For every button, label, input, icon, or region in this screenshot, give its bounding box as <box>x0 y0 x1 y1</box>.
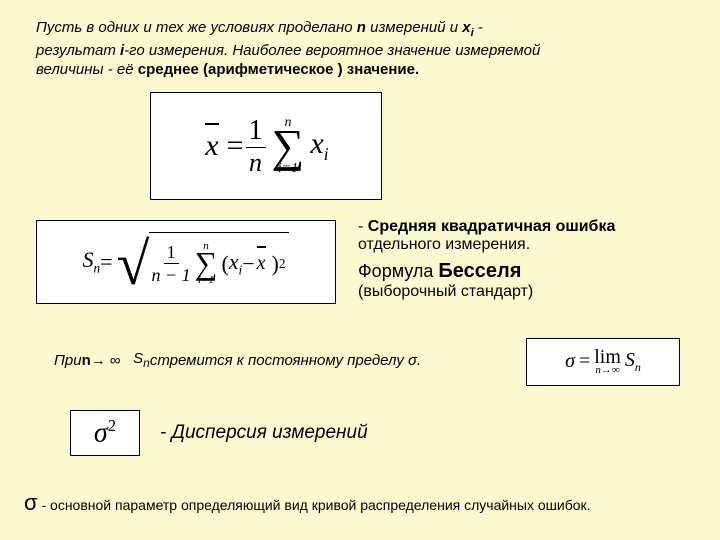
formula-bessel-content: Sn = √ 1 n − 1 n ∑ i=1 ( xi − <box>83 232 290 292</box>
bessel-text: - Средняя квадратичная ошибка отдельного… <box>358 218 670 301</box>
intro-t1b: измерений и <box>366 19 462 36</box>
bottom-t: основной параметр определяющий вид криво… <box>50 497 590 513</box>
limit-sn-s: S <box>133 350 143 367</box>
xbar: x <box>203 129 220 163</box>
formula-bessel: Sn = √ 1 n − 1 n ∑ i=1 ( xi − <box>36 220 336 304</box>
lim-eq: = <box>579 350 590 373</box>
frac-den: n <box>249 148 262 176</box>
minus: − <box>242 251 254 277</box>
xi2-x: x <box>229 249 239 274</box>
formula-sigma2: σ2 <box>70 410 140 456</box>
sum2: n ∑ i=1 <box>195 241 218 285</box>
sigma2-p: 2 <box>108 416 116 435</box>
lim-sigma: σ <box>565 350 575 373</box>
intro-x: x <box>462 19 470 36</box>
formula-mean-content: x = 1 n n ∑ i=1 xi <box>203 116 328 176</box>
intro-t3a: величины - её <box>36 61 138 78</box>
bessel-l1: Средняя квадратичная ошибка <box>368 218 616 235</box>
bottom-text: σ - основной параметр определяющий вид к… <box>24 490 591 516</box>
bessel-l1b: отдельного измерения. <box>358 236 530 253</box>
limit-n: n <box>82 352 91 369</box>
sn-n: n <box>94 261 101 276</box>
sum2-bot: i=1 <box>198 275 214 286</box>
sn-s: S <box>83 247 94 272</box>
sum-bot: i=1 <box>278 162 298 176</box>
sum-symbol: n ∑ i=1 <box>272 116 305 176</box>
lim-block: lim n→∞ <box>594 348 621 376</box>
frac2-num: 1 <box>164 243 179 264</box>
xbar2: x <box>255 252 268 275</box>
lim-under: n→∞ <box>595 366 619 376</box>
bessel-line1: - Средняя квадратичная ошибка отдельного… <box>358 218 670 254</box>
bottom-dash: - <box>41 497 50 513</box>
sigma2-s: σ <box>94 418 108 449</box>
intro-t2b: -го измерения. Наиболее вероятное значен… <box>124 42 540 59</box>
eq2: = <box>100 249 112 275</box>
bessel-line3: (выборочный стандарт) <box>358 283 670 301</box>
bessel-dash: - <box>358 218 368 235</box>
limit-tail: стремится к постоянному пределу σ. <box>150 352 421 369</box>
dispersion-row: σ2 - Дисперсия измерений <box>70 410 368 456</box>
xi: xi <box>310 127 328 165</box>
lim-sn-s: S <box>625 349 635 371</box>
limit-pri: При <box>54 352 82 369</box>
rparen: ) <box>272 251 279 277</box>
eq1: = <box>227 129 244 163</box>
lim-sn: Sn <box>625 349 641 375</box>
frac-1-n1: 1 n − 1 <box>151 243 190 284</box>
sqrt-sign: √ <box>117 234 150 294</box>
slide: Пусть в одних и тех же условиях проделан… <box>0 0 720 540</box>
limit-sn-n: n <box>143 356 150 370</box>
xi2: xi <box>229 249 242 278</box>
frac-num: 1 <box>246 117 266 148</box>
sqrt: √ 1 n − 1 n ∑ i=1 ( xi − x ) <box>117 232 290 292</box>
frac2-den: n − 1 <box>151 264 190 284</box>
bessel-line2: Формула Бесселя <box>358 260 670 283</box>
sn-lhs: Sn <box>83 247 101 276</box>
sum2-sig: ∑ <box>195 252 218 274</box>
limit-arrow: → ∞ <box>91 352 133 369</box>
intro-n: n <box>357 19 366 36</box>
intro-t1c: - <box>474 19 483 36</box>
intro-t1: Пусть в одних и тех же условиях проделан… <box>36 19 357 36</box>
sigma2-content: σ2 <box>94 416 116 449</box>
bessel-l2b: Бесселя <box>438 260 521 282</box>
intro-t2a: результат <box>36 42 120 59</box>
bessel-l2a: Формула <box>358 261 438 281</box>
formula-mean: x = 1 n n ∑ i=1 xi <box>150 92 382 200</box>
xi-x: x <box>310 127 323 160</box>
sum-sigma: ∑ <box>272 130 305 162</box>
power2: 2 <box>279 256 286 272</box>
intro-paragraph: Пусть в одних и тех же условиях проделан… <box>36 18 684 80</box>
xi-i: i <box>324 144 329 164</box>
dispersion-text: - Дисперсия измерений <box>160 422 368 444</box>
lparen: ( <box>221 251 228 277</box>
bottom-sigma: σ <box>24 490 38 515</box>
formula-limit: σ = lim n→∞ Sn <box>526 338 680 386</box>
frac-1-n: 1 n <box>246 117 266 176</box>
limit-sn: Sn <box>133 350 150 370</box>
formula-limit-content: σ = lim n→∞ Sn <box>565 348 641 376</box>
lim-sn-n: n <box>635 360 641 374</box>
sqrt-body: 1 n − 1 n ∑ i=1 ( xi − x ) 2 <box>149 232 289 292</box>
intro-avg: среднее (арифметическое ) значение. <box>138 61 419 78</box>
